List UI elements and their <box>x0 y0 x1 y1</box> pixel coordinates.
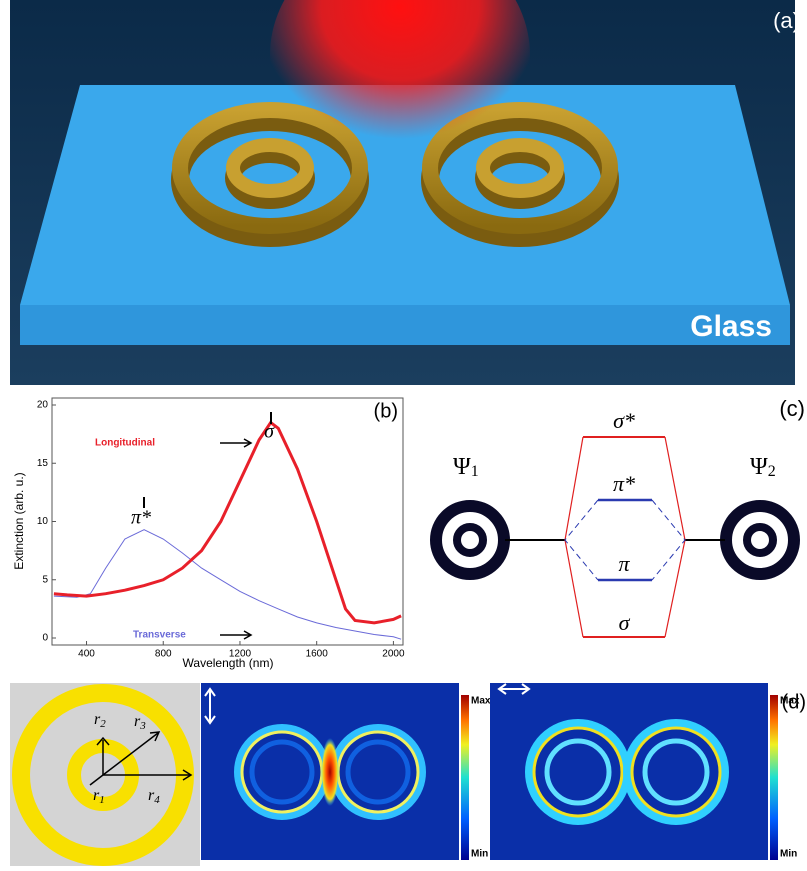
arrow-head <box>204 687 216 697</box>
y-tick-label: 0 <box>42 633 48 644</box>
r-sub: 1 <box>99 794 105 806</box>
radius-arrows <box>89 731 193 786</box>
colorbar-min: Min <box>780 849 797 860</box>
arrow-head <box>497 683 507 695</box>
psi-2: Ψ2 <box>750 454 776 480</box>
r-symbol: r <box>148 787 155 804</box>
y-axis-label: Extinction (arb. u.) <box>12 472 26 569</box>
level-label: π* <box>613 471 635 496</box>
panel-c: (c) Ψ1 Ψ2 σ* π* π σ <box>430 396 805 638</box>
y-tick-label: 15 <box>37 458 49 469</box>
colorbar-max: Max <box>780 696 800 707</box>
radius-label: r3 <box>134 713 146 732</box>
legend-label: Longitudinal <box>95 438 155 449</box>
substrate-label: Glass <box>690 310 772 343</box>
radius-label: r1 <box>93 787 105 806</box>
x-tick-label: 1600 <box>306 649 329 660</box>
colorbar-min: Min <box>471 849 488 860</box>
x-tick-label: 1200 <box>229 649 252 660</box>
colorbar <box>770 695 778 860</box>
x-axis-label: Wavelength (nm) <box>183 656 274 670</box>
hot-spot <box>321 738 339 806</box>
level-label: σ <box>619 610 631 635</box>
r-sub: 3 <box>139 720 146 732</box>
panel-label: (d) <box>782 691 806 713</box>
gold-rings <box>171 102 619 247</box>
psi-symbol: Ψ <box>750 454 768 480</box>
psi-symbol: Ψ <box>453 454 471 480</box>
radius-label: r4 <box>148 787 160 806</box>
radius-label: r2 <box>94 711 106 730</box>
glass-front <box>20 305 790 345</box>
x-tick-label: 800 <box>155 649 172 660</box>
arrow-head <box>243 630 253 640</box>
pi-levels <box>564 498 686 582</box>
sigma-levels <box>564 436 686 638</box>
x-tick-label: 400 <box>78 649 95 660</box>
field-rings <box>525 719 729 825</box>
panel-label: (c) <box>779 396 805 421</box>
y-tick-label: 5 <box>42 574 48 585</box>
series-line <box>53 529 402 640</box>
psi-sub: 1 <box>471 463 479 480</box>
level-label: π <box>618 551 630 576</box>
panel-label: (b) <box>374 400 398 422</box>
r-symbol: r <box>93 787 100 804</box>
ring-icons <box>430 500 800 580</box>
r-sub: 4 <box>154 794 160 806</box>
r-symbol: r <box>94 711 101 728</box>
peak-label: σ <box>264 421 275 443</box>
colorbar <box>461 695 469 860</box>
laser-beam <box>270 0 530 175</box>
psi-1: Ψ1 <box>453 454 479 480</box>
r-symbol: r <box>134 713 141 730</box>
panel-a: (a) Glass <box>10 0 800 385</box>
r-sub: 2 <box>100 718 106 730</box>
peak-label: π* <box>131 507 151 529</box>
plot-frame <box>51 397 404 646</box>
panel-label: (a) <box>773 8 800 33</box>
panel-d: r1 r2 r3 r4 Max Min Max Min (d) <box>10 683 806 866</box>
colorbar-max: Max <box>471 696 491 707</box>
level-label: σ* <box>613 408 635 433</box>
series-line <box>53 420 402 625</box>
arrow-head <box>204 715 216 725</box>
x-tick-label: 2000 <box>382 649 405 660</box>
arrow-head <box>243 438 253 448</box>
arrow-head <box>521 683 531 695</box>
legend-label: Transverse <box>133 630 186 641</box>
psi-sub: 2 <box>768 463 776 480</box>
y-tick-label: 10 <box>37 516 49 527</box>
y-tick-label: 20 <box>37 400 49 411</box>
panel-b: Wavelength (nm) Extinction (arb. u.) (b)… <box>12 397 405 670</box>
